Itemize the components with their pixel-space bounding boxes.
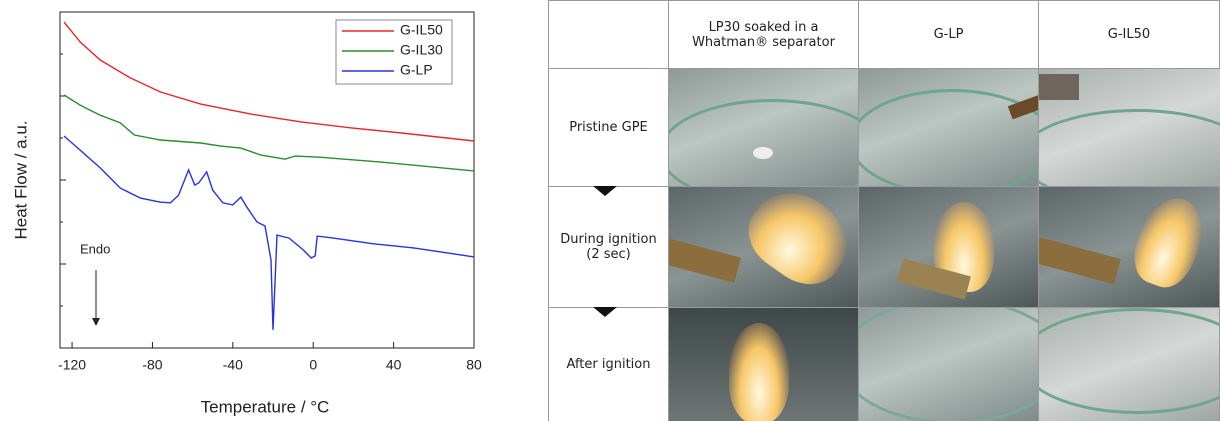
- series-line: [63, 135, 475, 330]
- photo: [1038, 307, 1220, 421]
- x-axis-label: Temperature / °C: [201, 397, 330, 416]
- series-line: [63, 21, 475, 142]
- annotation: Endo: [80, 241, 110, 256]
- y-minor-ticks: [60, 11, 66, 307]
- photo: [858, 68, 1038, 186]
- row-header: After ignition: [548, 307, 668, 421]
- photo: [1038, 68, 1220, 186]
- x-tick-label: 80: [466, 357, 482, 373]
- photo: [858, 186, 1038, 307]
- x-tick-label: 40: [386, 357, 402, 373]
- table: LP30 soaked in a Whatman® separator G-LP…: [548, 0, 1220, 421]
- legend-label: G-LP: [400, 62, 433, 78]
- legend-label: G-IL30: [400, 42, 443, 58]
- chart: Heat Flow / a.u. Temperature / °C Endo -…: [11, 11, 482, 416]
- down-arrow: [593, 186, 617, 196]
- x-tick-label: -80: [142, 357, 162, 373]
- row-header: Pristine GPE: [548, 68, 668, 186]
- legend-label: G-IL50: [400, 22, 443, 38]
- x-tick-label: 0: [309, 357, 317, 373]
- photo: [668, 68, 858, 186]
- corner-cell: [548, 0, 668, 68]
- row-header: During ignition (2 sec): [548, 186, 668, 307]
- series-line: [63, 94, 475, 172]
- photo: [1038, 186, 1220, 307]
- down-arrow: [593, 307, 617, 317]
- y-axis-label: Heat Flow / a.u.: [11, 120, 30, 239]
- photo: [858, 307, 1038, 421]
- photo: [668, 186, 858, 307]
- column-header: LP30 soaked in a Whatman® separator: [668, 0, 858, 68]
- x-tick-label: -40: [223, 357, 243, 373]
- column-header: G-LP: [858, 0, 1038, 68]
- column-header: G-IL50: [1038, 0, 1220, 68]
- annotation-arrowhead: [92, 318, 100, 326]
- photo: [668, 307, 858, 421]
- x-tick-label: -120: [58, 357, 86, 373]
